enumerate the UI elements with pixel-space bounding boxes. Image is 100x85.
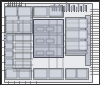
Bar	[15, 43, 31, 50]
Bar	[33, 68, 63, 79]
Bar	[79, 30, 87, 39]
Bar	[34, 7, 47, 16]
Bar	[68, 4, 69, 11]
Bar	[6, 23, 18, 32]
Bar	[34, 25, 62, 33]
Bar	[49, 7, 62, 16]
Bar	[7, 5, 8, 6]
Bar	[77, 69, 87, 78]
Bar	[65, 68, 88, 79]
Bar	[4, 39, 7, 41]
Bar	[18, 5, 19, 6]
Bar	[5, 67, 13, 73]
Bar	[49, 69, 62, 78]
Bar	[66, 41, 87, 50]
Bar	[34, 69, 47, 78]
Bar	[15, 61, 31, 68]
Bar	[66, 30, 87, 39]
Bar	[66, 51, 87, 54]
Bar	[85, 15, 90, 65]
Bar	[36, 27, 44, 31]
Bar	[5, 59, 13, 65]
Bar	[6, 11, 18, 21]
Bar	[16, 5, 17, 6]
Bar	[33, 19, 63, 57]
Bar	[20, 5, 21, 6]
Bar	[5, 51, 13, 57]
Bar	[83, 3, 84, 11]
Bar	[36, 39, 44, 43]
Bar	[36, 51, 44, 55]
Bar	[46, 51, 54, 55]
Bar	[66, 2, 67, 11]
Bar	[73, 5, 74, 11]
Bar	[33, 6, 63, 17]
Bar	[15, 52, 31, 59]
Bar	[46, 27, 54, 31]
Bar	[19, 11, 31, 21]
Bar	[80, 6, 81, 11]
Bar	[56, 6, 57, 11]
Bar	[34, 47, 62, 56]
Bar	[19, 23, 31, 32]
Bar	[5, 51, 13, 57]
Bar	[34, 35, 62, 45]
Bar	[6, 69, 17, 78]
Bar	[5, 9, 32, 33]
Bar	[4, 36, 7, 38]
Bar	[5, 35, 13, 41]
Bar	[78, 4, 79, 11]
Bar	[5, 7, 17, 16]
Bar	[18, 7, 31, 16]
Bar	[79, 19, 87, 28]
Bar	[4, 3, 92, 82]
Bar	[4, 33, 7, 35]
Bar	[54, 4, 55, 11]
Bar	[66, 69, 76, 78]
Bar	[9, 5, 10, 6]
Bar	[59, 3, 60, 11]
Bar	[79, 41, 87, 50]
Bar	[50, 6, 63, 17]
Bar	[46, 39, 54, 43]
Bar	[5, 6, 32, 17]
Bar	[5, 59, 13, 65]
Bar	[71, 6, 72, 11]
Bar	[61, 5, 62, 11]
Bar	[5, 68, 31, 79]
Bar	[65, 17, 88, 55]
Bar	[19, 69, 30, 78]
Bar	[5, 43, 13, 49]
Bar	[15, 34, 31, 41]
Bar	[5, 35, 13, 41]
Bar	[5, 43, 13, 49]
Bar	[66, 19, 87, 28]
Bar	[85, 5, 86, 11]
